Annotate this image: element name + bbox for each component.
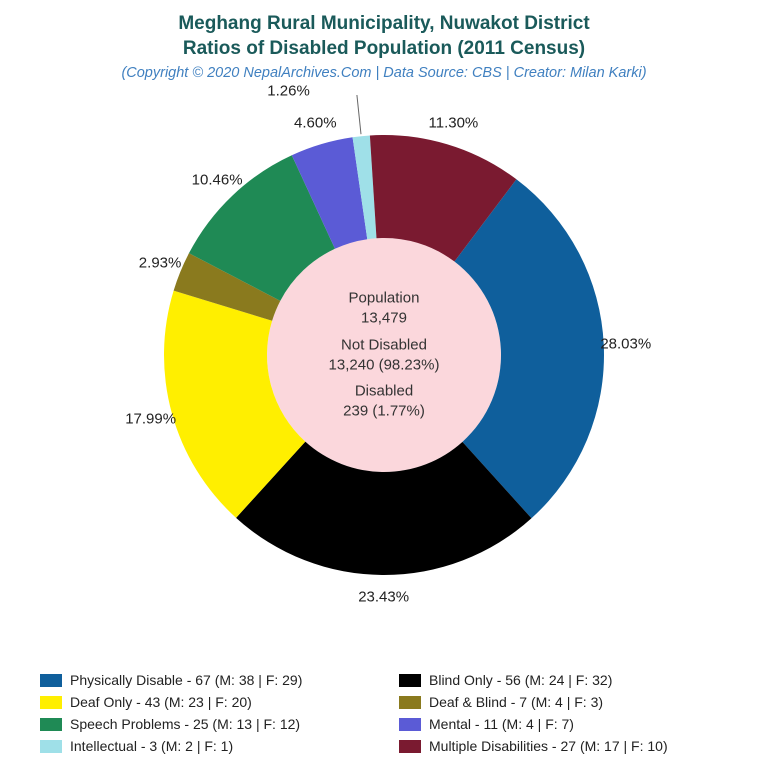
legend-item-2: Deaf Only - 43 (M: 23 | F: 20) bbox=[40, 694, 369, 710]
legend: Physically Disable - 67 (M: 38 | F: 29) B… bbox=[40, 672, 728, 754]
legend-item-6: Intellectual - 3 (M: 2 | F: 1) bbox=[40, 738, 369, 754]
legend-text: Mental - 11 (M: 4 | F: 7) bbox=[429, 716, 574, 732]
pct-label-1: 23.43% bbox=[358, 588, 409, 605]
pct-label-5: 4.60% bbox=[294, 114, 337, 131]
legend-swatch bbox=[40, 696, 62, 709]
legend-text: Deaf Only - 43 (M: 23 | F: 20) bbox=[70, 694, 252, 710]
legend-text: Physically Disable - 67 (M: 38 | F: 29) bbox=[70, 672, 302, 688]
subtitle: (Copyright © 2020 NepalArchives.Com | Da… bbox=[0, 65, 768, 81]
legend-item-5: Mental - 11 (M: 4 | F: 7) bbox=[399, 716, 728, 732]
legend-item-4: Speech Problems - 25 (M: 13 | F: 12) bbox=[40, 716, 369, 732]
legend-text: Speech Problems - 25 (M: 13 | F: 12) bbox=[70, 716, 300, 732]
pct-label-6: 1.26% bbox=[267, 83, 310, 100]
legend-swatch bbox=[399, 740, 421, 753]
pct-label-0: 28.03% bbox=[600, 336, 651, 353]
title-line-2: Ratios of Disabled Population (2011 Cens… bbox=[0, 37, 768, 62]
legend-swatch bbox=[40, 740, 62, 753]
legend-text: Blind Only - 56 (M: 24 | F: 32) bbox=[429, 672, 612, 688]
legend-swatch bbox=[399, 696, 421, 709]
title-block: Meghang Rural Municipality, Nuwakot Dist… bbox=[0, 0, 768, 81]
center-notdisabled-label: Not Disabled bbox=[274, 335, 494, 355]
legend-swatch bbox=[399, 674, 421, 687]
legend-item-7: Multiple Disabilities - 27 (M: 17 | F: 1… bbox=[399, 738, 728, 754]
legend-item-0: Physically Disable - 67 (M: 38 | F: 29) bbox=[40, 672, 369, 688]
legend-text: Deaf & Blind - 7 (M: 4 | F: 3) bbox=[429, 694, 603, 710]
legend-swatch bbox=[399, 718, 421, 731]
pct-label-2: 17.99% bbox=[125, 411, 176, 428]
legend-item-1: Blind Only - 56 (M: 24 | F: 32) bbox=[399, 672, 728, 688]
legend-swatch bbox=[40, 674, 62, 687]
center-notdisabled-value: 13,240 (98.23%) bbox=[274, 355, 494, 375]
center-disabled-value: 239 (1.77%) bbox=[274, 402, 494, 422]
donut-chart: Population 13,479 Not Disabled 13,240 (9… bbox=[124, 95, 644, 615]
legend-text: Multiple Disabilities - 27 (M: 17 | F: 1… bbox=[429, 738, 668, 754]
legend-item-3: Deaf & Blind - 7 (M: 4 | F: 3) bbox=[399, 694, 728, 710]
legend-text: Intellectual - 3 (M: 2 | F: 1) bbox=[70, 738, 233, 754]
center-disabled-label: Disabled bbox=[274, 381, 494, 401]
center-population-value: 13,479 bbox=[274, 309, 494, 329]
pct-label-3: 2.93% bbox=[139, 255, 182, 272]
legend-swatch bbox=[40, 718, 62, 731]
title-line-1: Meghang Rural Municipality, Nuwakot Dist… bbox=[0, 12, 768, 37]
center-summary: Population 13,479 Not Disabled 13,240 (9… bbox=[274, 282, 494, 428]
center-population-label: Population bbox=[274, 288, 494, 308]
pct-label-7: 11.30% bbox=[428, 115, 478, 132]
pct-label-4: 10.46% bbox=[192, 171, 243, 188]
